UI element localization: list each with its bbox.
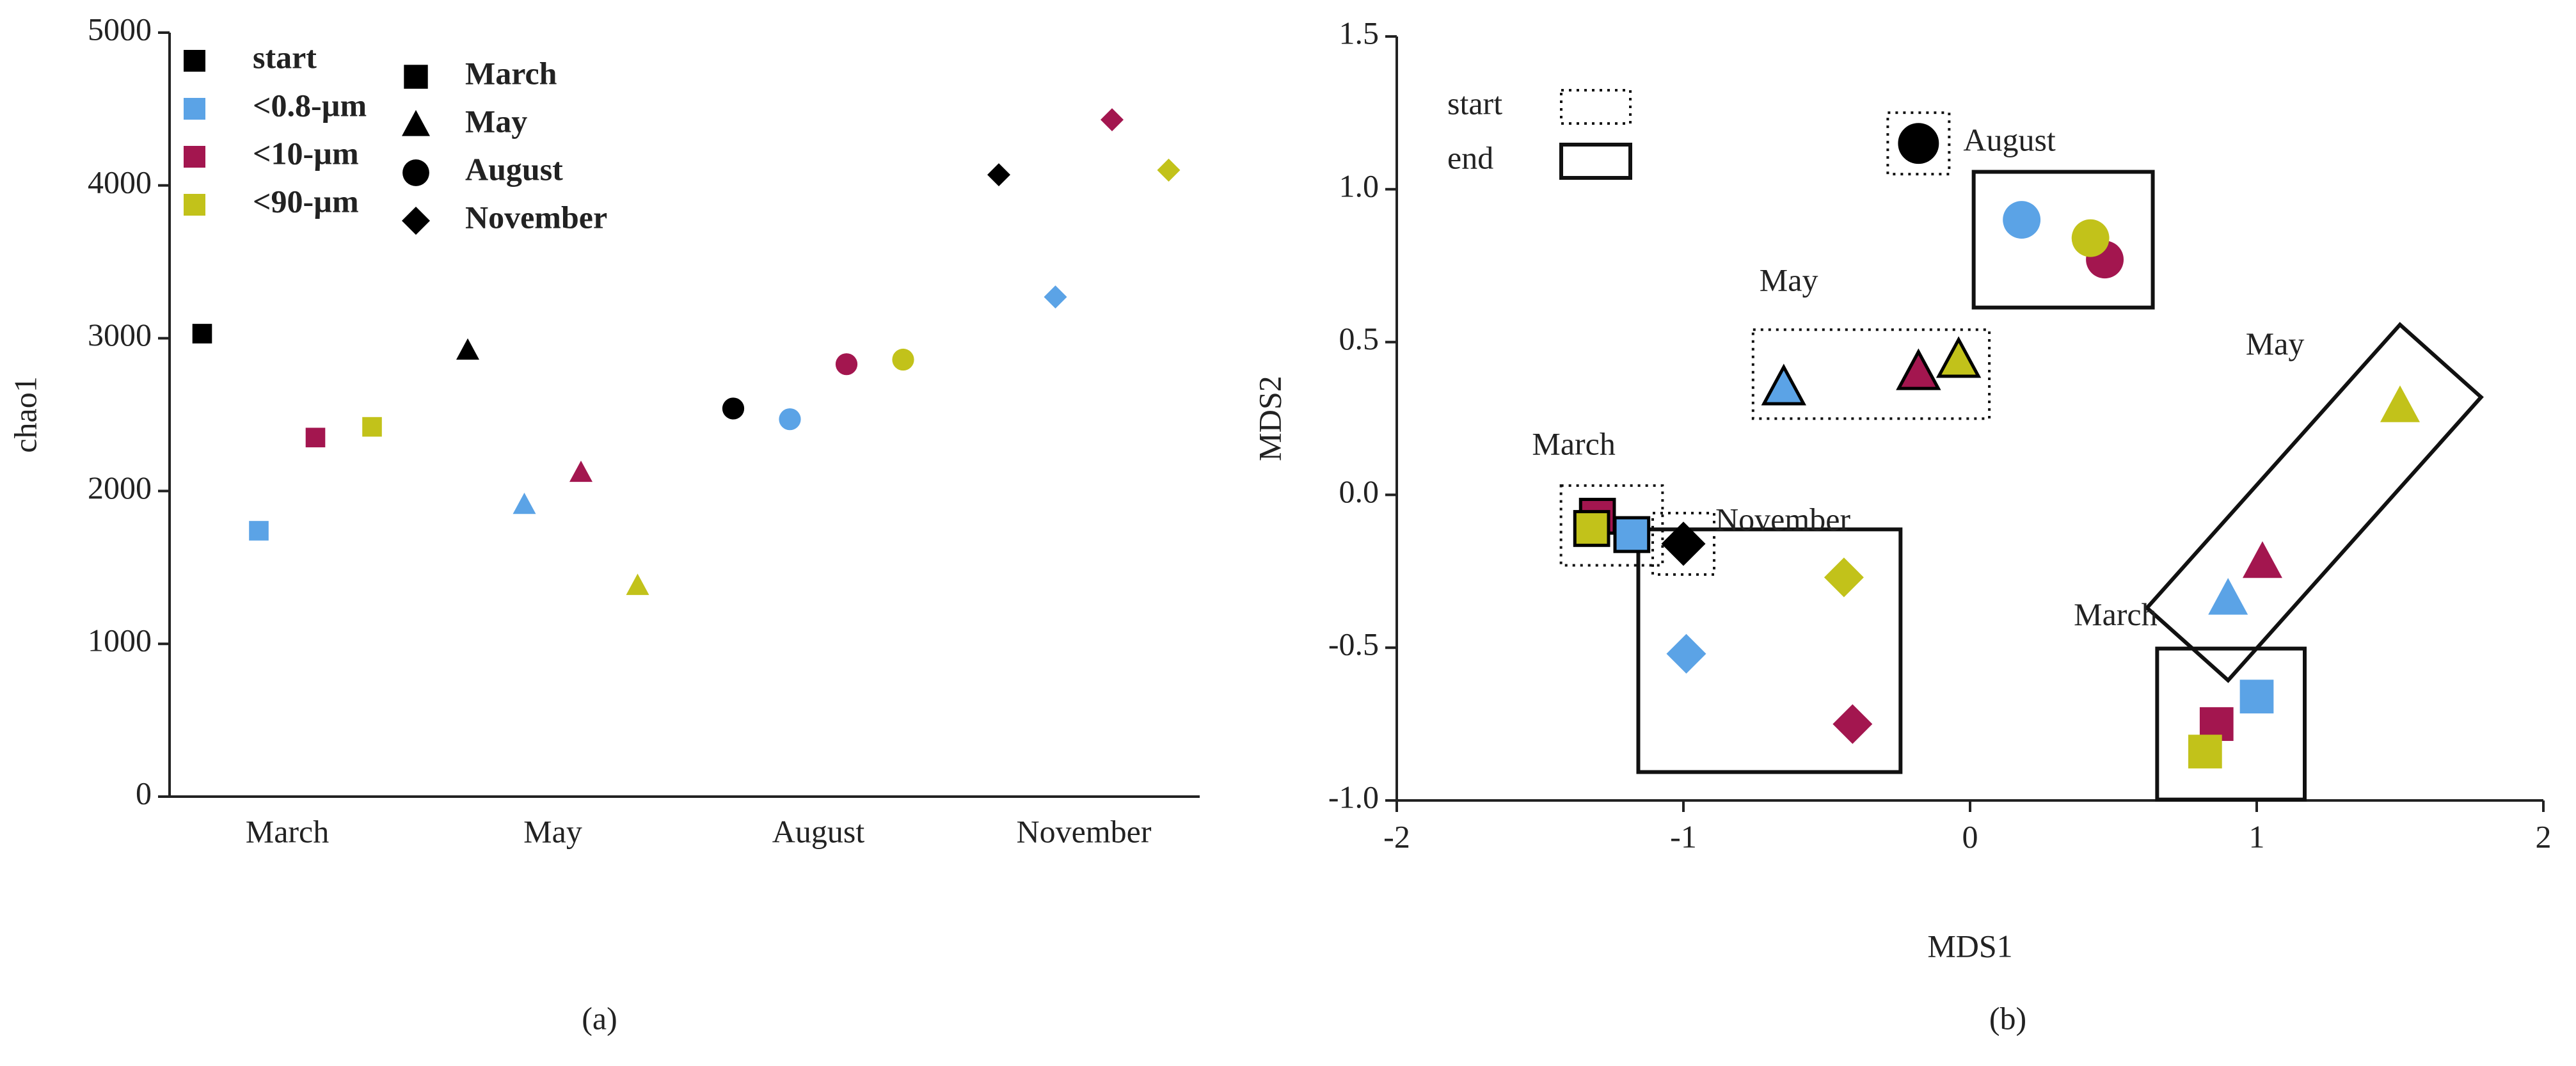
point	[249, 521, 269, 541]
legend-swatch	[1559, 143, 1632, 180]
legend-label: <10-µm	[253, 135, 359, 171]
point	[2003, 201, 2041, 239]
y-axis-label: MDS2	[1252, 376, 1287, 461]
y-tick-label: 5000	[88, 11, 152, 47]
point	[569, 460, 592, 482]
point	[1613, 516, 1651, 553]
point	[1573, 510, 1610, 547]
annotation: May	[2246, 326, 2305, 362]
x-tick-label: November	[1016, 813, 1151, 849]
y-tick-label: 1.5	[1339, 15, 1379, 51]
point	[1824, 557, 1864, 598]
point	[1661, 521, 1706, 566]
legend-label: end	[1447, 139, 1493, 175]
x-tick-label: -2	[1383, 818, 1410, 854]
group-box	[1651, 511, 1715, 576]
point	[779, 408, 801, 431]
point	[987, 163, 1010, 187]
group-box	[1559, 484, 1664, 567]
y-tick-label: 3000	[88, 317, 152, 353]
y-tick-label: 4000	[88, 164, 152, 200]
point	[2242, 541, 2282, 578]
subplot-label: (a)	[582, 1000, 617, 1036]
legend-label: <0.8-µm	[253, 87, 367, 123]
legend-swatch	[184, 98, 205, 120]
point	[2188, 735, 2222, 768]
x-tick-label: 1	[2249, 818, 2265, 854]
group-box	[1886, 111, 1951, 176]
legend-swatch	[1560, 89, 1632, 125]
x-tick-label: May	[523, 813, 582, 849]
x-tick-label: 2	[2536, 818, 2552, 854]
y-tick-label: 0.5	[1339, 321, 1379, 356]
legend-label: November	[465, 199, 607, 235]
point	[513, 492, 536, 514]
point	[835, 353, 858, 376]
point	[192, 324, 212, 344]
legend-swatch	[184, 146, 205, 168]
annotation: August	[1963, 122, 2056, 158]
x-tick-label: 0	[1962, 818, 1978, 854]
point	[1101, 108, 1124, 132]
legend-label: start	[1447, 85, 1502, 121]
point	[2380, 385, 2420, 422]
legend-marker	[402, 159, 429, 186]
y-tick-label: 1000	[88, 623, 152, 658]
legend-label: start	[253, 39, 317, 75]
annotation: November	[1715, 501, 1850, 537]
legend-marker	[402, 207, 430, 235]
point	[2071, 219, 2110, 257]
legend-swatch	[184, 194, 205, 216]
legend-label: August	[465, 151, 563, 187]
group-box	[1636, 527, 1903, 774]
point	[1044, 285, 1067, 309]
group-box	[2155, 646, 2307, 802]
x-tick-label: -1	[1670, 818, 1697, 854]
point	[1898, 123, 1939, 164]
group-box	[2144, 322, 2484, 683]
point	[1157, 158, 1181, 182]
point	[362, 417, 382, 437]
x-axis-label: MDS1	[1927, 928, 2012, 964]
annotation: March	[1532, 426, 1616, 461]
point	[1896, 348, 1941, 390]
point	[1936, 336, 1982, 378]
annotation: May	[1760, 262, 1818, 298]
y-tick-label: 2000	[88, 470, 152, 505]
legend-marker	[402, 109, 430, 136]
point	[626, 573, 649, 595]
y-tick-label: -0.5	[1328, 626, 1379, 662]
legend-swatch	[184, 50, 205, 72]
legend-label: March	[465, 55, 557, 91]
legend-marker	[404, 65, 428, 89]
legend-label: <90-µm	[253, 183, 359, 219]
y-tick-label: -1.0	[1328, 779, 1379, 815]
point	[2208, 578, 2248, 615]
point	[892, 348, 914, 371]
point	[1761, 363, 1806, 406]
point	[722, 397, 745, 420]
y-tick-label: 0	[136, 775, 152, 811]
x-tick-label: August	[772, 813, 865, 849]
point	[1833, 704, 1873, 744]
y-axis-label: chao1	[7, 376, 43, 452]
point	[1666, 633, 1706, 674]
group-box	[1971, 170, 2155, 310]
point	[2239, 680, 2274, 713]
x-tick-label: March	[246, 813, 330, 849]
point	[456, 338, 479, 360]
legend-label: May	[465, 103, 527, 139]
y-tick-label: 0.0	[1339, 473, 1379, 509]
point	[305, 427, 326, 448]
annotation: March	[2074, 596, 2158, 632]
y-tick-label: 1.0	[1339, 168, 1379, 203]
subplot-label: (b)	[1989, 1000, 2026, 1036]
